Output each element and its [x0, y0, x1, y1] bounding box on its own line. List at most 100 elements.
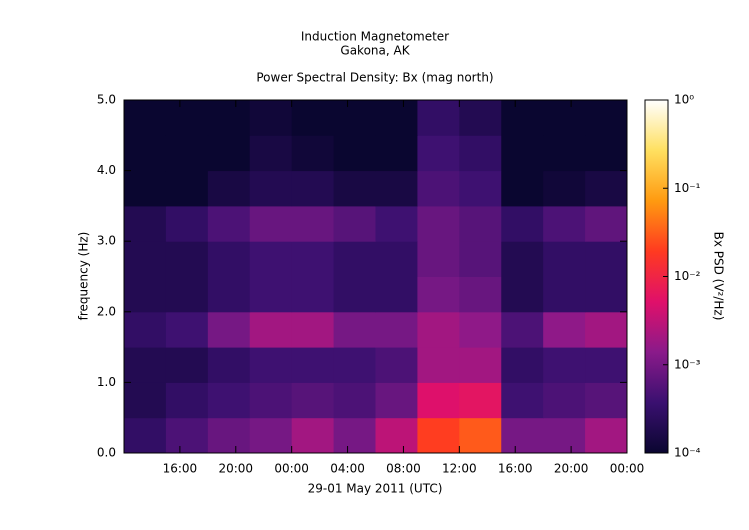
- heatmap-cell: [375, 311, 418, 348]
- y-tick-label: 3.0: [97, 234, 116, 248]
- x-tick-label: 00:00: [274, 462, 309, 476]
- heatmap-cell: [585, 205, 628, 242]
- heatmap-cell: [124, 205, 167, 242]
- heatmap-cell: [165, 135, 209, 172]
- heatmap-cell: [417, 347, 460, 383]
- colorbar-tick-label: 10⁰: [674, 93, 694, 107]
- heatmap-cell: [207, 417, 251, 454]
- heatmap-cell: [375, 276, 418, 313]
- y-tick-label: 5.0: [97, 93, 116, 107]
- heatmap-cell: [543, 205, 586, 242]
- heatmap-cell: [333, 382, 376, 419]
- heatmap-cell: [417, 241, 460, 277]
- heatmap-cell: [375, 347, 418, 383]
- heatmap-cell: [585, 241, 628, 277]
- heatmap-cell: [375, 100, 418, 136]
- heatmap-cell: [249, 311, 293, 348]
- plot-title: Power Spectral Density: Bx (mag north): [256, 71, 493, 85]
- heatmap-cell: [249, 347, 293, 383]
- heatmap-cell: [459, 382, 502, 419]
- heatmap-cell: [501, 170, 544, 207]
- heatmap-cell: [291, 135, 335, 172]
- chart-title: Induction Magnetometer: [301, 30, 449, 44]
- heatmap-cell: [459, 135, 502, 172]
- heatmap-cell: [249, 135, 293, 172]
- heatmap-cell: [501, 276, 544, 313]
- heatmap-cell: [165, 205, 209, 242]
- chart-subtitle: Gakona, AK: [340, 44, 410, 58]
- heatmap-cell: [417, 205, 460, 242]
- x-tick-label: 16:00: [498, 462, 533, 476]
- heatmap-cell: [375, 241, 418, 277]
- heatmap-cell: [543, 100, 586, 136]
- heatmap-cell: [375, 170, 418, 207]
- heatmap-cell: [585, 382, 628, 419]
- heatmap-cell: [459, 347, 502, 383]
- heatmap-cell: [207, 347, 251, 383]
- heatmap-cell: [417, 276, 460, 313]
- heatmap-cell: [165, 241, 209, 277]
- heatmap-cell: [459, 417, 502, 454]
- heatmap-cell: [501, 241, 544, 277]
- heatmap-cell: [207, 135, 251, 172]
- heatmap-cell: [291, 241, 335, 277]
- y-tick-label: 2.0: [97, 304, 116, 318]
- heatmap-cell: [375, 205, 418, 242]
- heatmap-cell: [375, 135, 418, 172]
- heatmap-cell: [585, 100, 628, 136]
- heatmap-cell: [543, 170, 586, 207]
- heatmap-cell: [501, 382, 544, 419]
- heatmap-cell: [333, 276, 376, 313]
- heatmap-cell: [207, 100, 251, 136]
- heatmap-cell: [459, 100, 502, 136]
- heatmap-cell: [333, 135, 376, 172]
- heatmap-cell: [501, 417, 544, 454]
- heatmap-cell: [165, 311, 209, 348]
- heatmap-cell: [501, 100, 544, 136]
- heatmap-cell: [375, 417, 418, 454]
- heatmap-cell: [333, 241, 376, 277]
- x-tick-label: 20:00: [554, 462, 589, 476]
- y-tick-label: 1.0: [97, 375, 116, 389]
- x-axis-label: 29-01 May 2011 (UTC): [308, 482, 443, 496]
- heatmap-cell: [165, 347, 209, 383]
- heatmap-cell: [417, 382, 460, 419]
- x-tick-label: 20:00: [218, 462, 253, 476]
- heatmap-cell: [501, 311, 544, 348]
- heatmap-cell: [291, 417, 335, 454]
- heatmap-cell: [585, 276, 628, 313]
- heatmap-cell: [417, 135, 460, 172]
- heatmap-cell: [375, 382, 418, 419]
- heatmap-cell: [249, 170, 293, 207]
- heatmap-cell: [543, 276, 586, 313]
- heatmap-cell: [249, 205, 293, 242]
- heatmap-cell: [165, 417, 209, 454]
- heatmap-cell: [585, 135, 628, 172]
- heatmap-cell: [249, 100, 293, 136]
- heatmap-cell: [459, 205, 502, 242]
- heatmap-cell: [543, 311, 586, 348]
- heatmap-cell: [291, 311, 335, 348]
- heatmap-cell: [417, 170, 460, 207]
- heatmap-cell: [124, 382, 167, 419]
- heatmap-cell: [207, 205, 251, 242]
- heatmap-cell: [501, 135, 544, 172]
- heatmap-cell: [207, 382, 251, 419]
- heatmap-cell: [124, 100, 167, 136]
- heatmap-cell: [459, 276, 502, 313]
- heatmap-cell: [501, 205, 544, 242]
- heatmap-cell: [249, 382, 293, 419]
- heatmap-cell: [249, 241, 293, 277]
- heatmap-cell: [333, 100, 376, 136]
- heatmap-cell: [543, 135, 586, 172]
- x-tick-label: 04:00: [330, 462, 365, 476]
- heatmap-cell: [207, 311, 251, 348]
- y-tick-label: 4.0: [97, 163, 116, 177]
- heatmap-cell: [585, 347, 628, 383]
- heatmap-cell: [333, 347, 376, 383]
- heatmap-cell: [207, 276, 251, 313]
- plot-frame: [123, 99, 628, 454]
- heatmap-cell: [207, 241, 251, 277]
- heatmap-cell: [165, 100, 209, 136]
- heatmap-cell: [585, 311, 628, 348]
